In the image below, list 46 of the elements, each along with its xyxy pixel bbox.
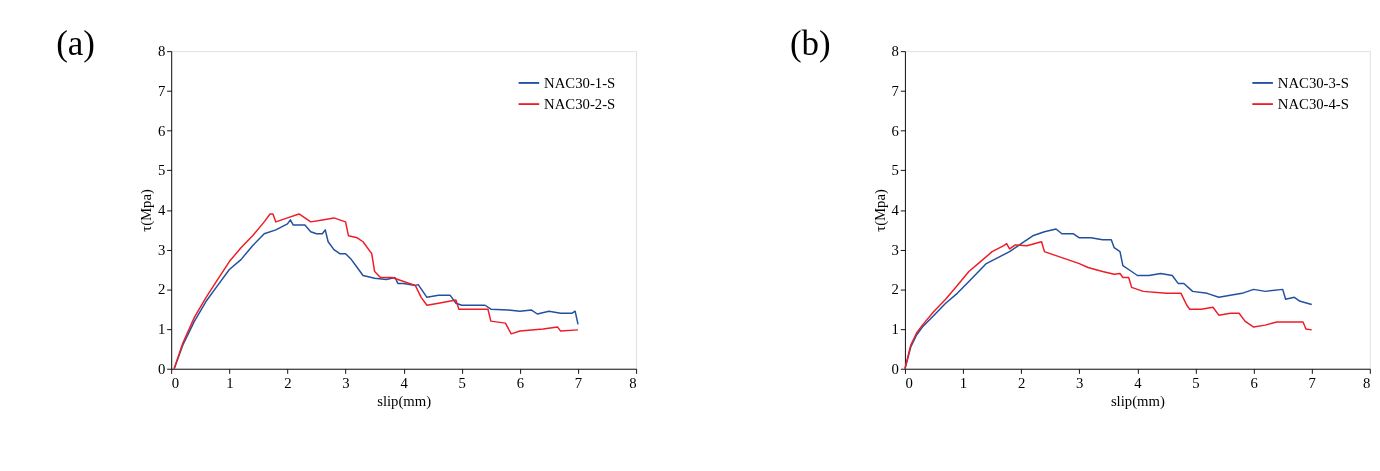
legend-label: NAC30-2-S bbox=[544, 95, 616, 112]
x-tick-label: 7 bbox=[1308, 374, 1316, 391]
y-tick-label: 6 bbox=[891, 122, 899, 139]
y-tick-label: 3 bbox=[891, 241, 899, 258]
legend-label: NAC30-1-S bbox=[544, 74, 616, 91]
legend-label: NAC30-4-S bbox=[1277, 95, 1349, 112]
x-tick-label: 6 bbox=[516, 374, 525, 391]
y-tick-label: 1 bbox=[157, 321, 166, 338]
x-tick-label: 1 bbox=[226, 374, 234, 391]
y-tick-label: 1 bbox=[891, 321, 899, 338]
y-axis-title: τ(Mpa) bbox=[872, 188, 890, 232]
x-tick-label: 3 bbox=[342, 374, 350, 391]
x-tick-label: 4 bbox=[400, 374, 409, 391]
x-tick-label: 3 bbox=[1076, 374, 1084, 391]
y-tick-label: 2 bbox=[891, 281, 899, 298]
x-tick-label: 5 bbox=[458, 374, 466, 391]
y-tick-label: 0 bbox=[891, 360, 899, 377]
x-tick-label: 8 bbox=[1362, 374, 1371, 391]
y-tick-label: 5 bbox=[157, 162, 166, 179]
chart-title: (a) bbox=[56, 23, 95, 63]
y-tick-label: 4 bbox=[891, 202, 900, 219]
x-tick-label: 4 bbox=[1134, 374, 1143, 391]
x-tick-label: 2 bbox=[1017, 374, 1026, 391]
x-tick-label: 8 bbox=[629, 374, 637, 391]
x-axis-title: slip(mm) bbox=[377, 393, 432, 411]
y-tick-label: 3 bbox=[157, 241, 166, 258]
x-tick-label: 1 bbox=[959, 374, 968, 391]
y-tick-label: 7 bbox=[891, 82, 899, 99]
chart-title: (b) bbox=[789, 23, 831, 63]
y-axis-title: τ(Mpa) bbox=[138, 188, 156, 232]
y-tick-label: 2 bbox=[157, 281, 166, 298]
y-tick-label: 7 bbox=[157, 82, 166, 99]
x-tick-label: 6 bbox=[1250, 374, 1258, 391]
y-tick-label: 5 bbox=[891, 162, 899, 179]
legend-label: NAC30-3-S bbox=[1277, 74, 1349, 91]
y-tick-label: 6 bbox=[157, 122, 166, 139]
x-tick-label: 0 bbox=[171, 374, 180, 391]
x-tick-label: 5 bbox=[1192, 374, 1200, 391]
y-tick-label: 0 bbox=[157, 360, 166, 377]
x-tick-label: 2 bbox=[284, 374, 292, 391]
x-tick-label: 7 bbox=[574, 374, 583, 391]
y-tick-label: 4 bbox=[157, 202, 166, 219]
x-axis-title: slip(mm) bbox=[1110, 393, 1165, 411]
y-tick-label: 8 bbox=[157, 43, 166, 60]
y-tick-label: 8 bbox=[891, 43, 899, 60]
x-tick-label: 0 bbox=[905, 374, 913, 391]
